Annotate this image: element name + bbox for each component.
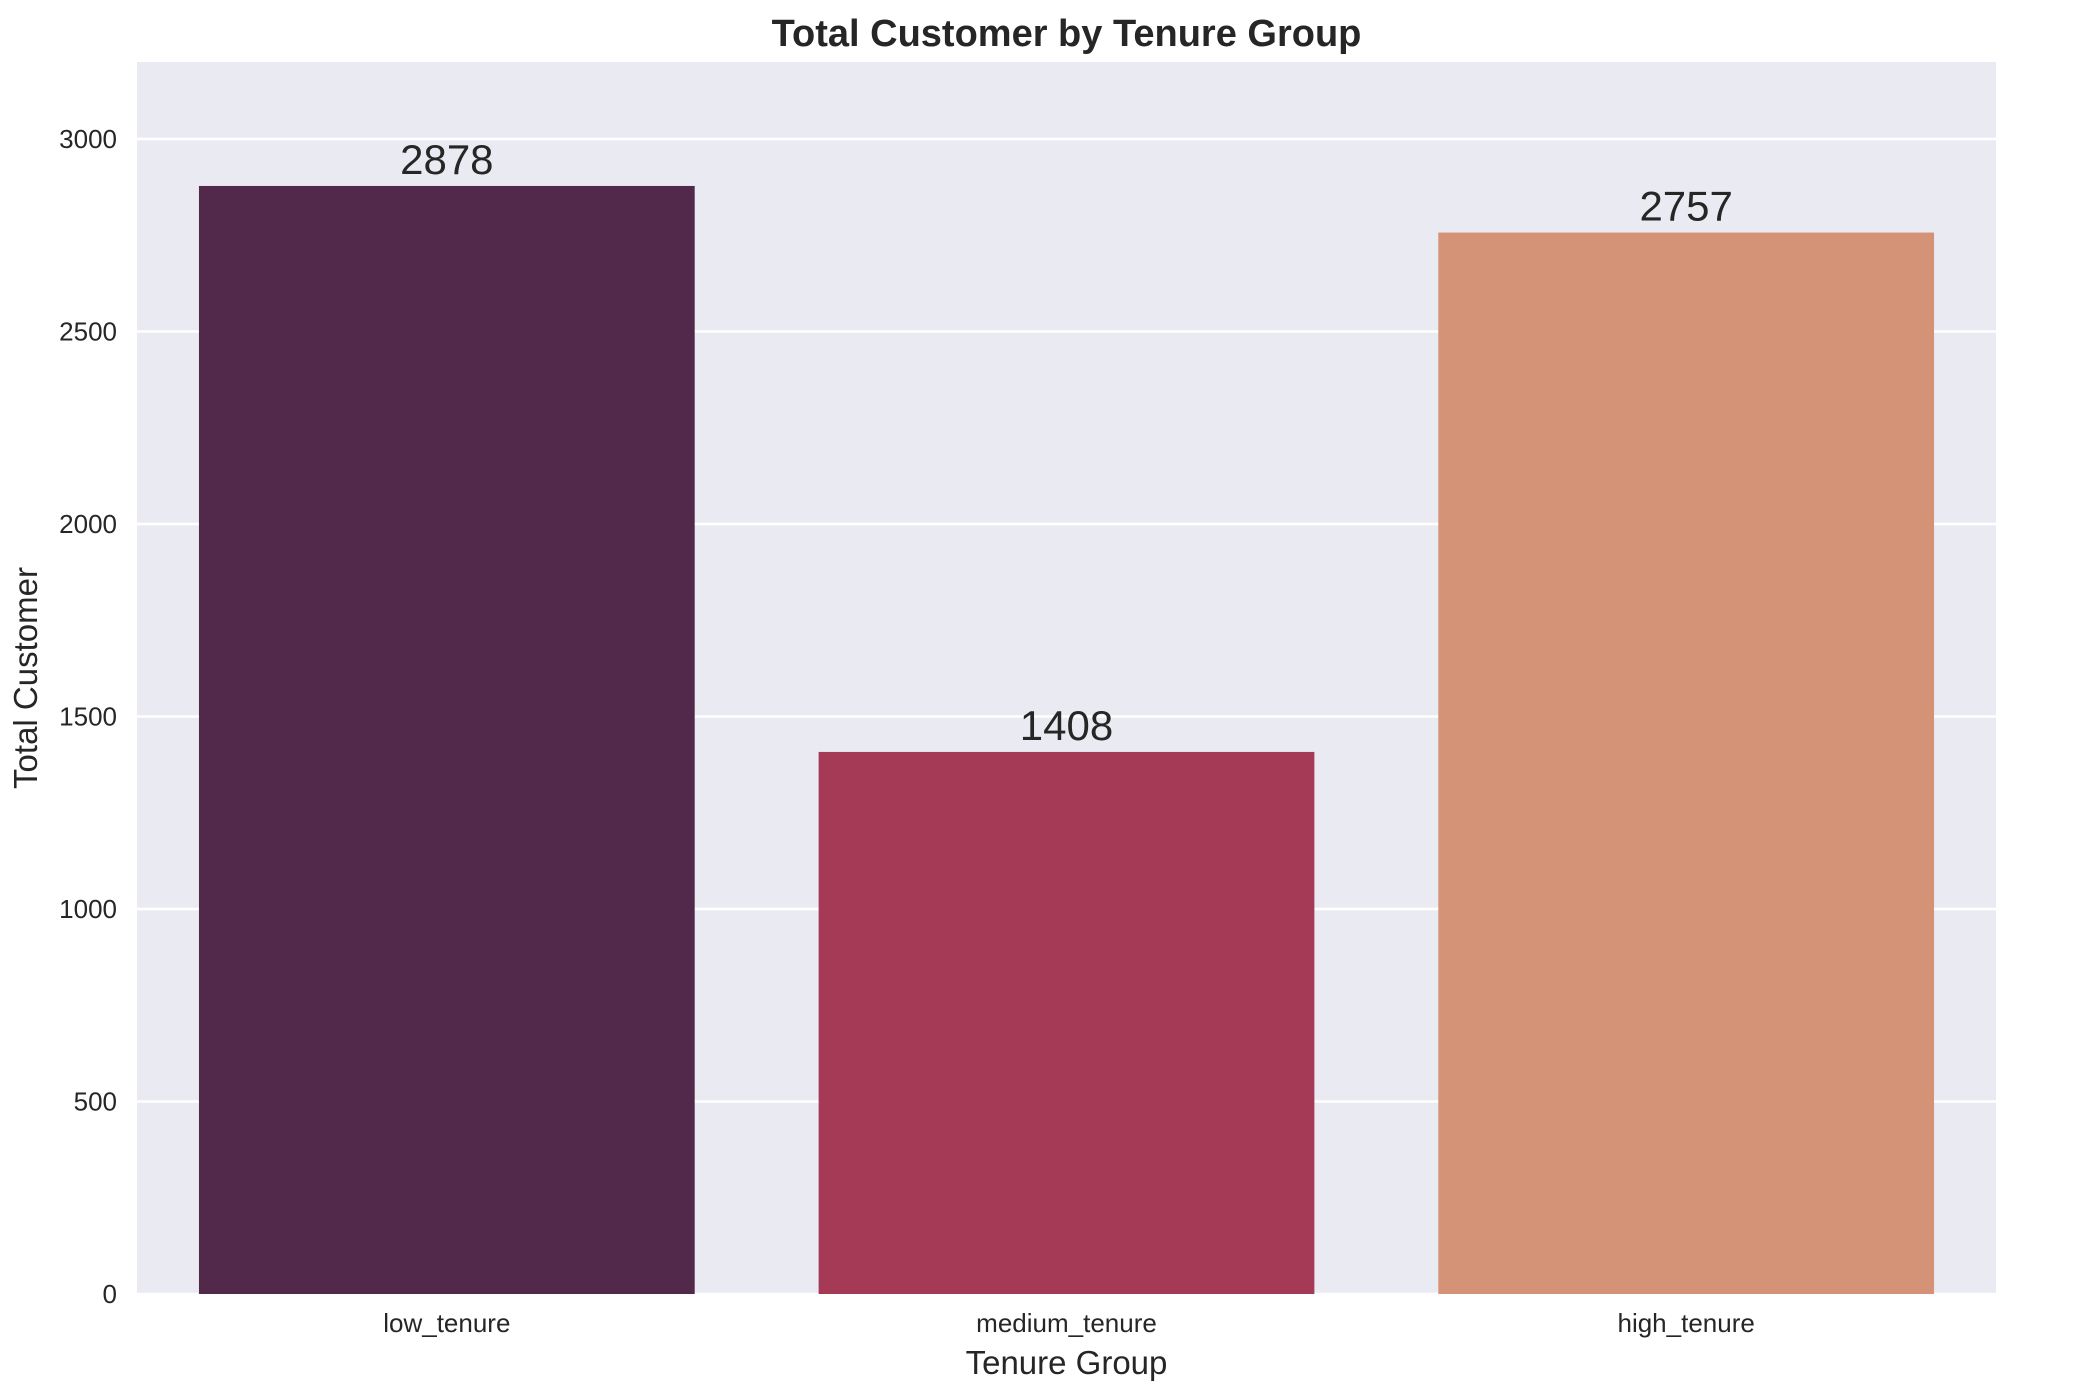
y-tick-label: 2000: [59, 509, 117, 539]
bar-low-tenure: [198, 185, 695, 1295]
y-tick-label: 3000: [59, 124, 117, 154]
chart-title: Total Customer by Tenure Group: [772, 13, 1362, 55]
y-tick-label: 500: [74, 1087, 117, 1117]
data-label: 2757: [1639, 183, 1732, 230]
bar-high-tenure: [1438, 232, 1935, 1295]
y-tick-labels: 0 500 1000 1500 2000 2500 3000: [59, 124, 117, 1309]
data-label: 2878: [400, 136, 493, 183]
x-tick-label: low_tenure: [383, 1308, 510, 1338]
x-tick-labels: low_tenure medium_tenure high_tenure: [383, 1308, 1755, 1338]
y-tick-label: 1000: [59, 894, 117, 924]
y-tick-label: 2500: [59, 317, 117, 347]
data-label: 1408: [1020, 702, 1113, 749]
bar-medium-tenure: [818, 751, 1315, 1294]
x-tick-label: high_tenure: [1617, 1308, 1754, 1338]
x-tick-label: medium_tenure: [976, 1308, 1157, 1338]
y-tick-label: 1500: [59, 702, 117, 732]
y-tick-label: 0: [103, 1279, 117, 1309]
x-axis-label: Tenure Group: [966, 1344, 1168, 1381]
bars: [198, 185, 1935, 1295]
y-axis-label: Total Customer: [7, 567, 44, 789]
data-labels: 2878 1408 2757: [400, 136, 1733, 749]
